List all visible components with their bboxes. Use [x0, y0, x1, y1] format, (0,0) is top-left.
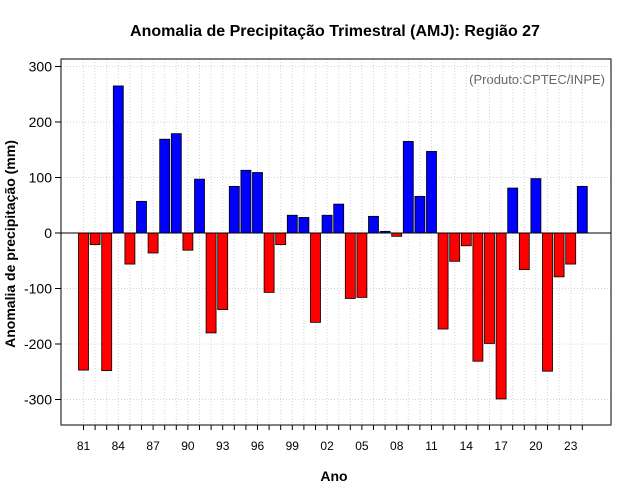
bar-1992 [205, 232, 217, 334]
bar-2003 [333, 203, 345, 234]
bar-2017 [495, 232, 507, 400]
x-tick-label: 02 [320, 439, 334, 453]
bar-2022 [553, 232, 565, 278]
x-tick-label: 81 [77, 439, 91, 453]
bar-2002 [321, 214, 333, 234]
x-tick-label: 05 [355, 439, 369, 453]
x-tick-label: 90 [181, 439, 195, 453]
bar-1990 [182, 232, 194, 251]
x-tick-label: 11 [425, 439, 438, 453]
y-tick-label: 0 [44, 225, 52, 241]
bar-1991 [194, 178, 205, 234]
bar-2014 [460, 232, 472, 247]
bar-1989 [170, 133, 182, 234]
bar-1998 [275, 232, 287, 246]
bar-2012 [437, 232, 449, 330]
bar-1996 [252, 172, 263, 234]
x-tick-label: 93 [216, 439, 230, 453]
x-tick-label: 99 [286, 439, 300, 453]
bar-2019 [518, 232, 530, 271]
bar-2006 [368, 215, 379, 234]
bar-2024 [576, 185, 588, 234]
bar-1981 [78, 232, 89, 371]
x-tick-label: 87 [146, 439, 160, 453]
bar-1988 [159, 138, 171, 234]
bar-2013 [449, 232, 461, 262]
y-axis-label: Anomalia de precipitação (mm) [2, 140, 18, 348]
bar-1999 [286, 214, 298, 234]
bar-2021 [542, 232, 553, 372]
bar-1985 [124, 232, 136, 265]
x-tick-label: 84 [112, 439, 126, 453]
y-tick-label: 200 [29, 114, 53, 130]
bar-2015 [472, 232, 484, 362]
bar-1984 [112, 85, 124, 234]
x-tick-label: 14 [460, 439, 474, 453]
bar-2004 [344, 232, 356, 299]
y-tick-label: -200 [24, 336, 52, 352]
chart-title: Anomalia de Precipitação Trimestral (AMJ… [130, 23, 540, 40]
bar-2005 [356, 232, 368, 298]
axes: -300 -200 -100 0 100 200 300 81 84 87 90 93 96 99 02 05… [24, 58, 612, 453]
x-tick-label: 23 [564, 439, 578, 453]
bar-1987 [147, 232, 159, 254]
bar-1993 [217, 232, 229, 310]
x-tick-label: 96 [251, 439, 265, 453]
bar-2001 [310, 232, 321, 323]
bars [78, 85, 588, 400]
bar-2018 [507, 187, 519, 234]
bar-2009 [402, 141, 414, 234]
bar-2020 [530, 178, 542, 234]
y-tick-label: -300 [24, 392, 52, 408]
bar-1983 [101, 232, 113, 372]
bar-2016 [484, 232, 495, 344]
bar-2011 [426, 151, 437, 234]
x-tick-label: 20 [529, 439, 543, 453]
bar-1997 [263, 232, 275, 293]
x-tick-label: 08 [390, 439, 404, 453]
bar-2010 [414, 195, 426, 234]
bar-1986 [136, 200, 147, 234]
plot-frame [60, 58, 612, 426]
y-tick-label: 300 [29, 59, 53, 75]
x-axis-label: Ano [320, 468, 347, 484]
y-tick-label: 100 [29, 170, 53, 186]
bar-2000 [298, 217, 310, 234]
bar-1995 [240, 169, 252, 234]
y-tick-label: -100 [24, 281, 52, 297]
bar-1994 [228, 185, 240, 234]
bar-1982 [89, 232, 101, 246]
x-tick-label: 17 [494, 439, 508, 453]
bar-2023 [565, 232, 577, 265]
